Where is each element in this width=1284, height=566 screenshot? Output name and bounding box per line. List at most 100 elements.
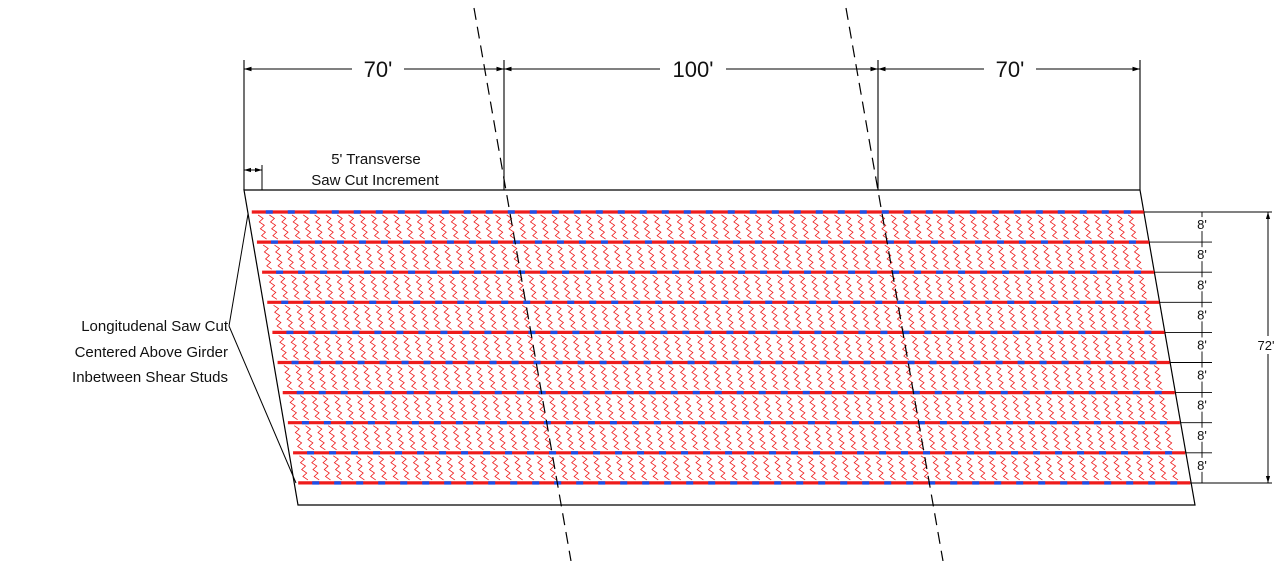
transverse-cut-segment xyxy=(786,335,797,360)
transverse-cut-segment xyxy=(322,395,332,421)
transverse-cut-segment xyxy=(763,395,773,421)
transverse-cut-segment xyxy=(435,395,445,421)
transverse-cut-segment xyxy=(1062,425,1072,451)
transverse-cut-segment xyxy=(629,274,639,300)
transverse-cut-segment xyxy=(818,455,828,481)
transverse-cut-segment xyxy=(932,395,942,421)
transverse-cut-segment xyxy=(588,365,598,390)
transverse-cut-segment xyxy=(1039,425,1049,451)
transverse-cut-segment xyxy=(562,214,572,240)
transverse-cut-segment xyxy=(600,365,610,390)
transverse-cut-segment xyxy=(380,335,390,360)
transverse-cut-segment xyxy=(626,455,636,481)
transverse-cut-segment xyxy=(364,244,374,270)
transverse-cut-segment xyxy=(681,244,691,270)
transverse-cut-segment xyxy=(1092,335,1102,360)
transverse-cut-segment xyxy=(1079,395,1089,421)
transverse-cut-segment xyxy=(382,214,392,240)
transverse-cut-segment xyxy=(947,214,957,240)
transverse-cut-segment xyxy=(909,455,919,481)
transverse-cut-segment xyxy=(785,455,795,481)
transverse-cut-segment xyxy=(613,244,623,270)
transverse-cut-segment xyxy=(269,214,279,240)
transverse-cut-segment xyxy=(492,395,502,421)
transverse-cut-segment xyxy=(400,455,410,481)
longitudinal-note-line1: Longitudenal Saw Cut xyxy=(81,318,229,335)
transverse-cut-segment xyxy=(418,425,428,451)
transverse-cut-segment xyxy=(419,365,429,390)
transverse-cut-segment xyxy=(1073,425,1083,451)
transverse-cut-segment xyxy=(726,244,736,270)
transverse-cut-segment xyxy=(612,304,622,330)
transverse-cut-segment xyxy=(972,365,982,390)
transverse-cut-segment xyxy=(284,304,294,330)
transverse-cut-segment xyxy=(356,395,366,421)
transverse-cut-segment xyxy=(392,274,402,300)
transverse-cut-segment xyxy=(876,395,886,421)
transverse-cut-segment xyxy=(273,304,283,330)
transverse-cut-segment xyxy=(989,395,999,421)
transverse-cut-segment xyxy=(513,455,523,481)
transverse-cut-segment xyxy=(1000,395,1010,421)
transverse-cut-segment xyxy=(1011,395,1022,421)
transverse-cut-segment xyxy=(826,365,836,390)
transverse-cut-segment xyxy=(306,365,316,390)
transverse-cut-segment xyxy=(638,455,648,481)
transverse-cut-segment xyxy=(358,274,368,300)
transverse-cut-segment xyxy=(346,335,356,360)
transverse-cut-segment xyxy=(796,455,806,481)
transverse-cut-segment xyxy=(974,244,984,270)
transverse-cut-segment xyxy=(673,335,684,360)
transverse-cut-segment xyxy=(454,304,464,330)
transverse-cut-segment xyxy=(616,395,626,421)
transverse-cut-segment xyxy=(923,274,933,300)
transverse-cut-segment xyxy=(672,455,682,481)
transverse-cut-segment xyxy=(781,304,791,330)
transverse-cut-segment xyxy=(566,365,576,390)
transverse-cut-segment xyxy=(1104,274,1114,300)
transverse-cut-segment xyxy=(887,395,897,421)
transverse-cut-segment xyxy=(684,395,694,421)
transverse-cut-segment xyxy=(662,335,672,360)
girder-spacing-label: 8' xyxy=(1197,247,1207,262)
transverse-cut-segment xyxy=(999,455,1009,481)
transverse-cut-segment xyxy=(340,365,350,390)
transverse-cut-segment xyxy=(1084,425,1094,451)
transverse-cut-segment xyxy=(709,214,719,240)
transverse-cut-segment xyxy=(966,395,976,421)
transverse-cut-segment xyxy=(963,244,973,270)
transverse-cut-segment xyxy=(318,304,328,330)
transverse-cut-segment xyxy=(967,335,977,360)
transverse-cut-segment xyxy=(1041,304,1051,330)
transverse-cut-segment xyxy=(912,274,922,300)
transverse-cut-segment xyxy=(955,395,965,421)
transverse-cut-segment xyxy=(1059,274,1069,300)
transverse-cut-segment xyxy=(437,274,447,300)
transverse-cut-segment xyxy=(867,274,877,300)
transverse-cut-segment xyxy=(430,365,440,390)
transverse-cut-segment xyxy=(1068,395,1078,421)
transverse-cut-segment xyxy=(700,425,710,451)
transverse-cut-segment xyxy=(493,335,503,360)
transverse-cut-segment xyxy=(804,304,814,330)
transverse-cut-segment xyxy=(607,274,617,300)
transverse-cut-segment xyxy=(608,214,618,240)
transverse-cut-segment xyxy=(537,395,547,421)
transverse-cut-segment xyxy=(389,455,399,481)
transverse-cut-segment xyxy=(470,335,480,360)
transverse-cut-segment xyxy=(893,365,903,390)
transverse-cut-segment xyxy=(570,455,580,481)
transverse-cut-segment xyxy=(1113,395,1123,421)
transverse-cut-segment xyxy=(928,304,938,330)
transverse-cut-segment xyxy=(805,244,815,270)
transverse-cut-segment xyxy=(1147,395,1157,421)
deck-outline xyxy=(243,189,1196,506)
transverse-cut-segment xyxy=(1024,335,1034,360)
transverse-cut-segment xyxy=(391,335,401,360)
transverse-cut-segment xyxy=(387,244,397,270)
transverse-cut-segment xyxy=(956,335,966,360)
transverse-cut-segment xyxy=(453,365,463,390)
transverse-cut-segment xyxy=(1135,455,1145,481)
transverse-cut-segment xyxy=(1007,304,1017,330)
transverse-cut-segment xyxy=(374,365,384,390)
